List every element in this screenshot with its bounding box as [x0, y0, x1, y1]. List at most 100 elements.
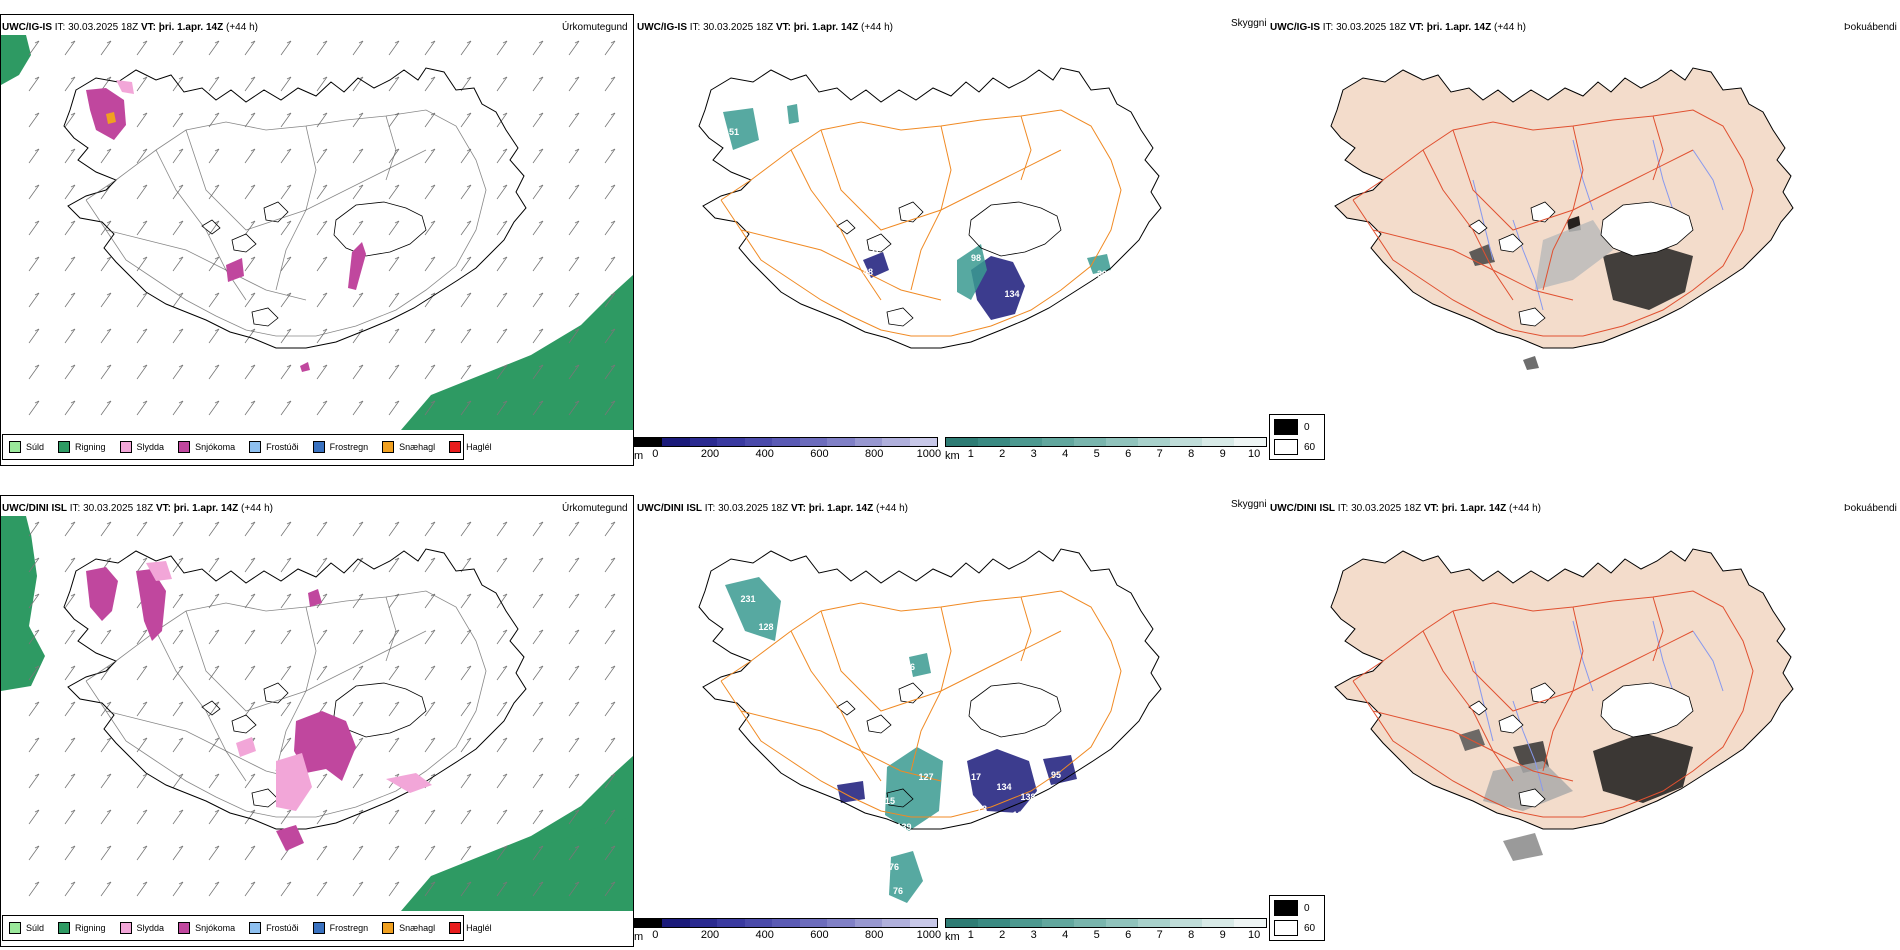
cloud-base-label: 138: [1020, 792, 1035, 802]
cloud-map-2: 231 12 128 66 30 127 15 139 17 73 134 138 126 95 76 76 1…: [698, 548, 1162, 904]
colorbar-tick-label: 3: [1030, 448, 1037, 460]
colorbar-tick-label: 200: [700, 929, 720, 941]
colorbar-tick-label: 9: [1219, 448, 1226, 460]
model-name: UWC/DINI ISL: [2, 503, 67, 514]
init-time: 30.03.2025 18Z: [68, 22, 139, 33]
road-line: [1452, 610, 1694, 712]
cloud-base-label: 127: [918, 772, 933, 782]
colorbar-tick-label: 7: [1156, 929, 1163, 941]
cloud-base-label: 20: [931, 377, 941, 387]
rain-area-nw: [1, 35, 31, 85]
road-line: [1020, 115, 1032, 181]
colorbar-tick-label: 1: [967, 929, 974, 941]
legend-swatch: [312, 441, 325, 453]
precip-map-2: [1, 516, 633, 911]
colorbar-tick-label: 2: [999, 448, 1006, 460]
snow-pellet-area: [106, 112, 116, 124]
colorbar-cell: [635, 919, 663, 927]
colorbar-cells: [945, 918, 1267, 928]
snow-area: [294, 711, 356, 781]
fog-patch: [1503, 833, 1543, 861]
lead-time: (+44 h): [226, 22, 258, 33]
colorbar-tick-label: 800: [864, 929, 884, 941]
colorbar-cell: [1234, 919, 1266, 927]
legend-swatch: [119, 922, 132, 934]
iceland-coastline: [63, 67, 527, 349]
glacier-outline: [898, 201, 924, 223]
colorbar-tick-label: 0: [652, 448, 659, 460]
river-line: [1652, 620, 1674, 692]
road-line: [1452, 129, 1694, 231]
model-name: UWC/IG-IS: [1270, 22, 1320, 33]
cloud-title-2: Skyggni: [1231, 499, 1267, 510]
fog-title-1: Þokuábendi: [1844, 22, 1897, 33]
road-line: [275, 606, 317, 772]
legend-label: Slydda: [136, 442, 165, 452]
cloud-base-label: 48: [863, 267, 873, 277]
cloud-cell: [967, 749, 1037, 813]
colorbar-cell: [662, 919, 690, 927]
colorbar-cell: [909, 438, 937, 446]
road-line: [1352, 590, 1754, 818]
cloud-base-label: 73: [977, 804, 987, 814]
fog-swatch-white: [1274, 920, 1298, 936]
init-time: 30.03.2025 18Z: [1336, 22, 1407, 33]
wind-barbs: [28, 40, 616, 416]
colorbar-cell: [854, 919, 883, 927]
road-line: [740, 229, 942, 301]
road-line: [740, 710, 942, 782]
colorbar-cell: [1042, 438, 1074, 446]
fog-legend-2: 0 60: [1269, 895, 1325, 941]
glacier-outline: [251, 788, 279, 808]
cloud-base-label: 106: [912, 894, 927, 904]
legend-label: Frostúði: [266, 442, 299, 452]
iceland-coastline: [698, 67, 1162, 349]
road-line: [1372, 229, 1574, 301]
iceland-coastline: [1330, 548, 1794, 830]
valid-time: þri. 1.apr. 14Z: [1426, 22, 1492, 33]
colorbar-ticks: 1 2 3 4 5 6 7 8 9 10: [945, 447, 1267, 461]
cloud-base-label: 30: [869, 780, 879, 790]
legend-item: Frostúði: [249, 922, 299, 934]
cloud-base-label: 126: [1012, 810, 1027, 820]
snow-area: [300, 362, 310, 372]
fog-patch: [1535, 220, 1613, 290]
cloud-map-1: 51 48 131 98 134 30 20: [698, 67, 1162, 387]
river-line: [1512, 219, 1544, 311]
river-line: [1692, 149, 1724, 211]
model-name: UWC/DINI ISL: [637, 503, 702, 514]
valid-time: þri. 1.apr. 14Z: [1441, 503, 1507, 514]
legend-swatch: [449, 441, 462, 453]
cloud-base-label: 131: [864, 245, 879, 255]
colorbar-unit: m: [634, 450, 644, 462]
cloud-base-label: 134: [996, 782, 1011, 792]
precip-header-2: UWC/DINI ISL IT: 30.03.2025 18Z VT: þri.…: [2, 503, 273, 514]
legend-swatch: [382, 441, 395, 453]
rain-area-se: [401, 275, 633, 430]
legend-swatch: [58, 922, 71, 934]
land-fill: [1331, 68, 1793, 348]
sleet-area: [116, 80, 134, 94]
colorbar-tick-label: 7: [1156, 448, 1163, 460]
cloud-cell: [957, 244, 987, 300]
colorbar-cell: [1042, 919, 1074, 927]
fog-patch: [1593, 733, 1693, 803]
legend-swatch: [249, 441, 262, 453]
glacier-outline: [1468, 219, 1488, 235]
fog-map-1: [1330, 67, 1794, 370]
fog-map-2: [1330, 548, 1794, 861]
glacier-outline: [866, 233, 892, 253]
legend-label: Rigning: [75, 923, 106, 933]
glacier-outline: [1600, 201, 1694, 257]
glacier-outline: [231, 233, 257, 253]
legend-item: Súld: [9, 922, 44, 934]
colorbar-tick-label: 200: [700, 448, 720, 460]
precip-title-2: Úrkomutegund: [562, 503, 628, 514]
init-time: 30.03.2025 18Z: [718, 503, 789, 514]
iceland-coastline: [63, 548, 527, 830]
init-time: 30.03.2025 18Z: [703, 22, 774, 33]
road-line: [155, 630, 247, 782]
cloud-base-label: 76: [893, 886, 903, 896]
snow-area: [308, 589, 322, 607]
colorbar-cells: [945, 437, 1267, 447]
